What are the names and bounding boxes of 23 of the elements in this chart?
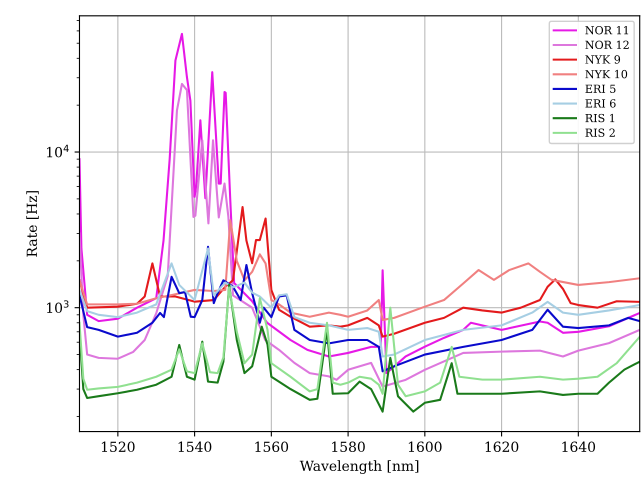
- legend-label: NYK 10: [585, 70, 628, 78]
- line-series: [79, 32, 640, 374]
- x-tick-label: 1540: [178, 442, 212, 452]
- legend-label: NYK 9: [585, 55, 620, 64]
- line-series: [79, 82, 640, 388]
- legend-label: RIS 2: [585, 128, 615, 137]
- x-tick-label: 1560: [255, 442, 288, 452]
- legend-label: NOR 12: [585, 40, 629, 50]
- x-tick-label: 1600: [408, 442, 442, 452]
- y-tick-label: 10$^{4}$: [47, 144, 69, 158]
- x-tick-label: 1620: [486, 442, 518, 452]
- y-tick-label: 10$^{3}$: [47, 300, 69, 314]
- x-tick-label: 1640: [562, 442, 596, 452]
- y-axis-title: Rate [Hz]: [26, 191, 39, 257]
- legend-label: ERI 5: [585, 84, 616, 93]
- legend-label: RIS 1: [585, 114, 614, 122]
- x-tick-label: 1520: [102, 442, 135, 452]
- x-tick-label: 1580: [332, 442, 365, 452]
- legend-label: NOR 11: [585, 26, 628, 34]
- legend-label: ERI 6: [585, 99, 616, 108]
- x-axis-title: Wavelength [nm]: [300, 460, 418, 474]
- line-series: [79, 219, 640, 322]
- line-series: [79, 206, 640, 338]
